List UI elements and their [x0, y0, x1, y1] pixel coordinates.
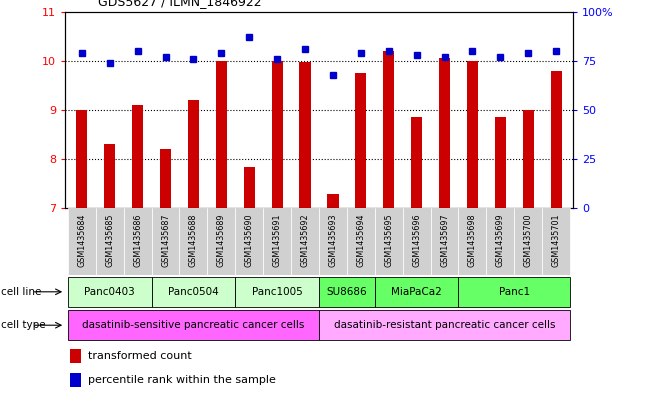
Bar: [319, 208, 347, 275]
Text: dasatinib-resistant pancreatic cancer cells: dasatinib-resistant pancreatic cancer ce…: [334, 320, 555, 330]
Bar: [271, 61, 283, 208]
Bar: [235, 277, 319, 307]
Bar: [76, 110, 87, 208]
Text: GSM1435692: GSM1435692: [301, 213, 309, 267]
Bar: [355, 73, 367, 208]
Bar: [467, 61, 478, 208]
Text: GSM1435685: GSM1435685: [105, 214, 114, 267]
Bar: [152, 277, 235, 307]
Bar: [180, 208, 208, 275]
Text: GSM1435701: GSM1435701: [551, 214, 561, 267]
Bar: [263, 208, 291, 275]
Text: dasatinib-sensitive pancreatic cancer cells: dasatinib-sensitive pancreatic cancer ce…: [82, 320, 305, 330]
Bar: [70, 349, 81, 364]
Bar: [327, 194, 339, 208]
Bar: [68, 277, 152, 307]
Bar: [104, 144, 115, 208]
Text: GSM1435684: GSM1435684: [77, 214, 87, 267]
Bar: [132, 105, 143, 208]
Text: MiaPaCa2: MiaPaCa2: [391, 287, 442, 297]
Text: GSM1435689: GSM1435689: [217, 214, 226, 267]
Bar: [523, 110, 534, 208]
Bar: [375, 208, 403, 275]
Bar: [215, 61, 227, 208]
Text: GSM1435691: GSM1435691: [273, 214, 282, 267]
Bar: [514, 208, 542, 275]
Text: GSM1435693: GSM1435693: [329, 214, 337, 267]
Text: cell type: cell type: [1, 320, 46, 330]
Bar: [299, 62, 311, 208]
Text: transformed count: transformed count: [88, 351, 191, 361]
Bar: [243, 167, 255, 208]
Bar: [68, 208, 96, 275]
Bar: [430, 208, 458, 275]
Bar: [347, 208, 375, 275]
Text: Panc0504: Panc0504: [168, 287, 219, 297]
Text: GSM1435699: GSM1435699: [496, 213, 505, 267]
Bar: [70, 373, 81, 387]
Text: GSM1435687: GSM1435687: [161, 214, 170, 267]
Bar: [495, 118, 506, 208]
Text: Panc1: Panc1: [499, 287, 530, 297]
Text: GDS5627 / ILMN_1846922: GDS5627 / ILMN_1846922: [98, 0, 261, 8]
Text: Panc1005: Panc1005: [252, 287, 303, 297]
Text: GSM1435698: GSM1435698: [468, 214, 477, 267]
Bar: [375, 277, 458, 307]
Bar: [458, 277, 570, 307]
Text: GSM1435696: GSM1435696: [412, 214, 421, 267]
Bar: [486, 208, 514, 275]
Text: GSM1435695: GSM1435695: [384, 213, 393, 267]
Text: GSM1435694: GSM1435694: [356, 214, 365, 267]
Bar: [383, 51, 395, 208]
Text: cell line: cell line: [1, 287, 41, 297]
Bar: [458, 208, 486, 275]
Text: GSM1435700: GSM1435700: [524, 214, 533, 267]
Text: percentile rank within the sample: percentile rank within the sample: [88, 375, 276, 385]
Bar: [551, 71, 562, 208]
Bar: [291, 208, 319, 275]
Bar: [319, 310, 570, 340]
Bar: [160, 149, 171, 208]
Bar: [96, 208, 124, 275]
Text: GSM1435686: GSM1435686: [133, 214, 142, 267]
Bar: [542, 208, 570, 275]
Text: GSM1435688: GSM1435688: [189, 214, 198, 267]
Bar: [68, 310, 319, 340]
Text: GSM1435690: GSM1435690: [245, 214, 254, 267]
Bar: [403, 208, 430, 275]
Bar: [411, 118, 422, 208]
Bar: [124, 208, 152, 275]
Bar: [319, 277, 375, 307]
Text: Panc0403: Panc0403: [85, 287, 135, 297]
Bar: [152, 208, 180, 275]
Bar: [208, 208, 235, 275]
Text: SU8686: SU8686: [327, 287, 367, 297]
Text: GSM1435697: GSM1435697: [440, 213, 449, 267]
Bar: [188, 100, 199, 208]
Bar: [235, 208, 263, 275]
Bar: [439, 59, 450, 208]
